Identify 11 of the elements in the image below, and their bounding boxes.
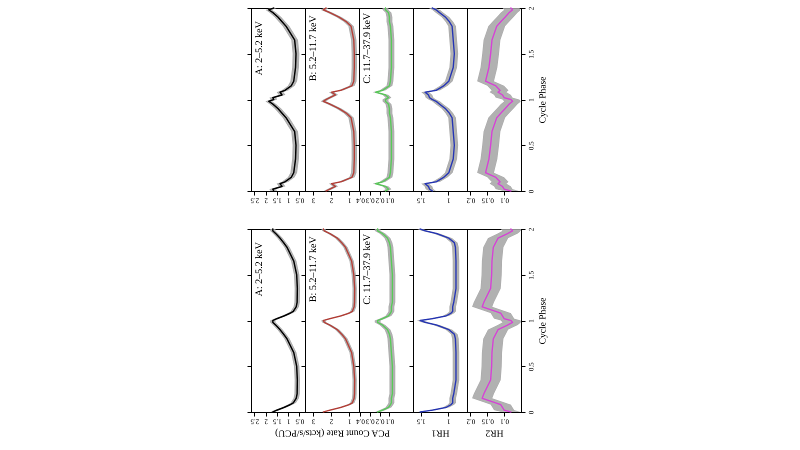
annotation: C: 11.7–37.9 keV <box>362 233 373 305</box>
y-axis-title: Cycle Phase <box>538 298 548 344</box>
x-axis-title: HR2 <box>485 428 504 438</box>
annotation: A: 2–5.2 keV <box>254 20 265 76</box>
x-axis-title: PCA Count Rate (kcts/s/PCU) <box>275 428 390 438</box>
annotation: B: 5.2–11.7 keV <box>308 236 319 302</box>
annotation: B: 5.2–11.7 keV <box>308 14 319 82</box>
y-axis-title: Cycle Phase <box>538 76 548 124</box>
x-axis-title: HR1 <box>431 428 450 438</box>
annotation: A: 2–5.2 keV <box>254 241 265 296</box>
annotation: C: 11.7–37.9 keV <box>362 12 373 84</box>
